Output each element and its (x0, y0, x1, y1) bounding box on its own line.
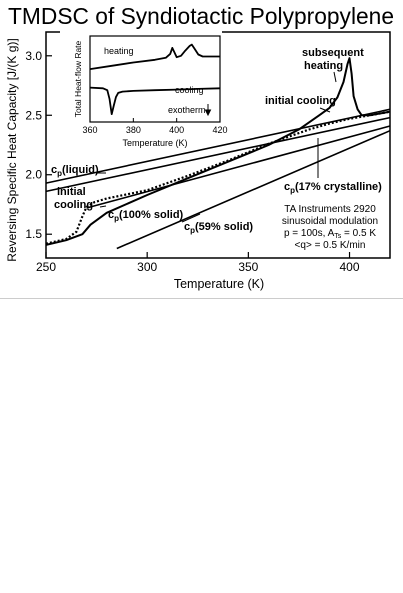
main-series-5 (116, 129, 391, 250)
main-x-tick-label-3: 400 (340, 260, 360, 274)
main-x-tick-label-0: 250 (36, 260, 56, 274)
label-cp-100-solid: cp(100% solid) (108, 209, 184, 223)
main-series-0 (45, 57, 391, 246)
main-series-1 (45, 110, 391, 245)
main-series-3 (45, 116, 391, 193)
label-cp-17-crystalline: cp(17% crystalline) (284, 181, 382, 195)
main-y-tick-label-3: 3.0 (25, 49, 42, 63)
instrument-line-3: p = 100s, ATs = 0.5 K (284, 228, 376, 240)
main-x-axis-label: Temperature (K) (174, 277, 264, 291)
inset-x-tick-label-1: 380 (126, 125, 141, 135)
instrument-line-1: TA Instruments 2920 (284, 204, 376, 215)
label-cp-liquid: cp(liquid) (51, 164, 99, 178)
inset-series-1 (89, 86, 221, 115)
inset-plot-frame (89, 35, 221, 123)
figure: TMDSC of Syndiotactic Polypropylene Temp… (0, 3, 403, 299)
inset-x-axis-label: Temperature (K) (122, 138, 187, 148)
annotation-pointers (96, 71, 337, 223)
pointer-cp-100 (99, 205, 107, 208)
main-y-tick-label-1: 2.0 (25, 168, 42, 182)
exotherm-arrow (204, 104, 212, 117)
main-series-group (45, 57, 391, 250)
chart-svg: TMDSC of Syndiotactic Polypropylene Temp… (5, 3, 394, 291)
inset-label-heating: heating (104, 46, 134, 56)
inset-x-tick-label-3: 420 (212, 125, 227, 135)
chart-title: TMDSC of Syndiotactic Polypropylene (8, 3, 394, 29)
main-y-tick-label-0: 1.5 (25, 227, 42, 241)
main-series-2 (45, 108, 391, 184)
main-series-4 (86, 125, 391, 209)
main-x-tick-label-1: 300 (137, 260, 157, 274)
instrument-line-4: <q> = 0.5 K/min (295, 240, 366, 251)
annotation-subsequent-heating-2: heating (304, 60, 343, 72)
inset-y-axis-label: Total Heat-flow Rate (73, 40, 83, 117)
label-cp-59-text: cp(59% solid) (184, 221, 253, 235)
label-cp-liquid-text: cp(liquid) (51, 164, 99, 178)
main-axis-ticks: 250 300 350 400 1.5 2.0 2.5 3.0 (25, 49, 360, 274)
inset-label-exotherm: exotherm (168, 105, 206, 115)
inset-series-0 (89, 43, 220, 70)
main-y-axis-label: Reversing Specific Heat Capacity [J/(K g… (5, 38, 19, 261)
main-y-tick-label-2: 2.5 (25, 108, 42, 122)
label-cp-100-text: cp(100% solid) (108, 209, 184, 223)
annotation-initial-cooling-left-1: initial (57, 186, 86, 198)
exotherm-arrow-head (204, 109, 212, 117)
annotation-initial-cooling-top: initial cooling (265, 95, 336, 107)
inset-x-tick-label-0: 360 (82, 125, 97, 135)
inset-axis-ticks: 360 380 400 420 (82, 118, 228, 135)
annotation-subsequent-heating-1: subsequent (302, 47, 364, 59)
label-cp-17-text: cp(17% crystalline) (284, 181, 382, 195)
instrument-line-2: sinusoidal modulation (282, 216, 378, 227)
label-cp-59-solid: cp(59% solid) (184, 221, 253, 235)
main-x-tick-label-2: 350 (238, 260, 258, 274)
inset-label-cooling: cooling (175, 85, 204, 95)
inset-series-group (89, 43, 221, 115)
pointer-cp-59 (181, 213, 201, 223)
pointer-subsequent-heating (333, 71, 337, 83)
annotation-initial-cooling-left-2: cooling (54, 199, 93, 211)
pointer-initial-cooling-top (319, 107, 331, 113)
inset-background (60, 30, 222, 136)
inset-x-tick-label-2: 400 (169, 125, 184, 135)
